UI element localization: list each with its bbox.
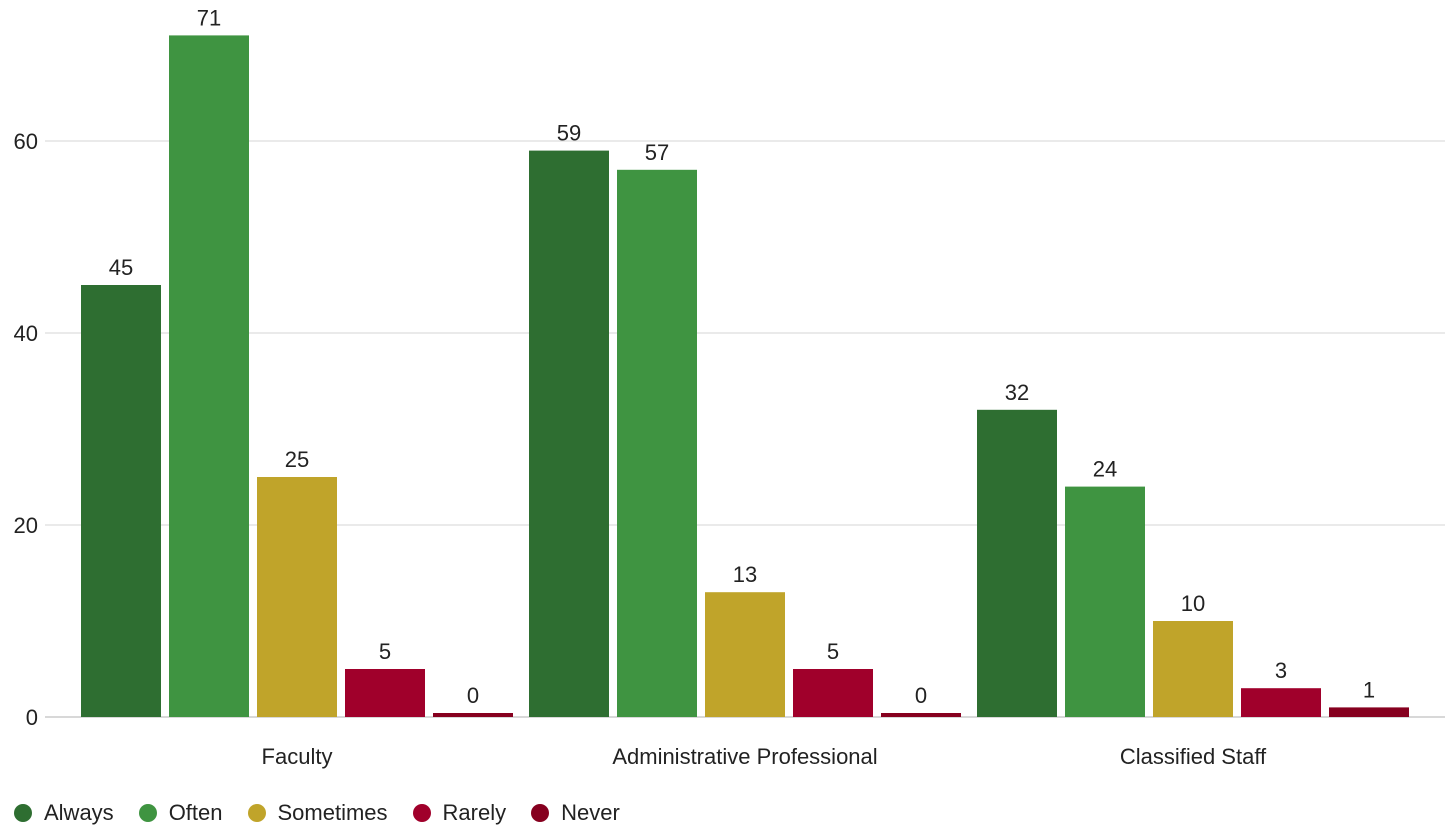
bar-never [1329,707,1409,717]
chart-legend: Always Often Sometimes Rarely Never [14,800,645,826]
data-label: 0 [915,683,927,708]
category-label: Administrative Professional [612,744,877,769]
legend-swatch-icon [14,804,32,822]
bar-sometimes [1153,621,1233,717]
legend-label: Rarely [442,800,507,825]
legend-item-rarely[interactable]: Rarely [412,800,507,826]
bar-never [433,713,513,717]
legend-item-often[interactable]: Often [138,800,223,826]
bar-often [617,169,697,718]
bar-always [977,409,1057,717]
y-tick-label: 60 [14,129,38,154]
data-label: 45 [109,255,133,280]
data-label: 24 [1093,457,1117,482]
y-tick-label: 0 [26,705,38,730]
legend-swatch-icon [531,804,550,822]
label-layer: 020406045712550Faculty59571350Administra… [14,5,1376,769]
data-label: 0 [467,683,479,708]
bar-rarely [1241,688,1321,717]
bar-rarely [793,669,873,717]
legend-label: Sometimes [277,800,388,825]
data-label: 57 [645,140,669,165]
y-tick-label: 40 [14,321,38,346]
data-label: 10 [1181,591,1205,616]
bar-often [169,35,249,717]
legend-swatch-icon [138,804,157,822]
legend-item-sometimes[interactable]: Sometimes [247,800,388,826]
legend-swatch-icon [247,804,266,822]
data-label: 5 [827,639,839,664]
bar-often [1065,486,1145,717]
data-label: 1 [1363,677,1375,702]
data-label: 13 [733,562,757,587]
legend-label: Often [168,800,223,825]
bar-chart: 020406045712550Faculty59571350Administra… [14,5,1445,769]
category-label: Classified Staff [1120,744,1267,769]
y-tick-label: 20 [14,513,38,538]
legend-item-never[interactable]: Never [531,800,620,826]
legend-item-always[interactable]: Always [14,800,114,826]
data-label: 59 [557,121,581,146]
data-label: 32 [1005,380,1029,405]
bar-always [529,150,609,718]
legend-label: Always [44,800,114,825]
bar-rarely [345,669,425,717]
bar-layer [81,35,1409,718]
legend-swatch-icon [412,804,431,822]
category-label: Faculty [262,744,333,769]
bar-sometimes [257,477,337,717]
legend-label: Never [561,800,620,825]
bar-always [81,285,161,717]
data-label: 5 [379,639,391,664]
data-label: 71 [197,5,221,30]
data-label: 25 [285,447,309,472]
bar-sometimes [705,592,785,717]
data-label: 3 [1275,658,1287,683]
bar-never [881,713,961,717]
